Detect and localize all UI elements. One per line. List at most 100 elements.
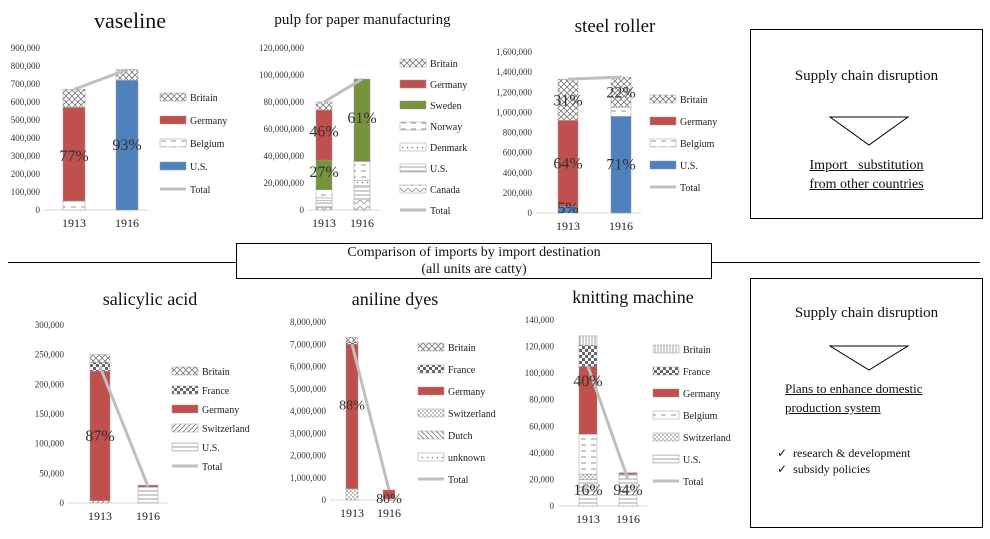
y-tick-label: 1,400,000: [496, 67, 533, 77]
y-tick-label: 3,000,000: [290, 428, 327, 438]
y-tick-label: 60,000,000: [264, 124, 305, 134]
percent-label: 22%: [606, 84, 635, 101]
legend-swatch-germany: [399, 79, 427, 89]
bar-segment-norway: [353, 161, 371, 181]
percent-label: 71%: [606, 157, 635, 174]
box-top-result-line2: from other countries: [809, 177, 924, 192]
chart-title-aniline-dyes: aniline dyes: [351, 289, 439, 309]
total-line: [350, 343, 391, 491]
y-tick-label: 1,600,000: [496, 47, 533, 57]
percent-label: 5%: [557, 200, 578, 217]
legend-label: Germany: [680, 117, 717, 128]
y-tick-label: 150,000: [35, 409, 65, 419]
legend-label: Britain: [680, 95, 708, 106]
total-line: [73, 68, 128, 91]
legend-label: Germany: [190, 116, 227, 127]
legend-label: France: [202, 386, 230, 397]
legend-swatch-belgium: [159, 138, 187, 148]
legend-label: Germany: [202, 405, 239, 416]
y-tick-label: 900,000: [11, 43, 41, 53]
y-tick-label: 1,200,000: [496, 87, 533, 97]
y-tick-label: 120,000: [525, 342, 555, 352]
legend-swatch-france: [652, 366, 680, 376]
percent-label: 64%: [553, 156, 582, 173]
bar-segment-belgium: [62, 200, 86, 211]
percent-label: 80%: [376, 492, 402, 507]
bar-segment-us: [353, 185, 371, 200]
bar-segment-belgium: [578, 434, 598, 475]
bar-segment-britain: [345, 337, 359, 343]
bar-segment-switzerland: [89, 500, 111, 504]
chart-pulp: 0 20,000,000 40,000,000 60,000,000 80,000,00…: [259, 43, 467, 230]
legend-label: Britain: [448, 343, 476, 354]
legend-swatch-britain: [652, 344, 680, 354]
percent-label: 31%: [553, 92, 582, 109]
box-top-heading: Supply chain disruption: [794, 68, 939, 84]
bar-segment-germany: [618, 472, 638, 475]
bar-segment-us: [137, 486, 159, 504]
legend-label: Total: [448, 475, 469, 486]
legend-swatch-canada: [399, 184, 427, 194]
box-top-result: Import substitution from other countries: [751, 156, 982, 194]
bar-segment-norway: [315, 189, 333, 199]
legend-swatch-switzerland: [652, 432, 680, 442]
legend-label: Total: [430, 206, 451, 217]
section-label: Comparison of imports by import destinat…: [236, 243, 712, 279]
y-tick-label: 40,000: [529, 448, 554, 458]
y-tick-label: 50,000: [39, 468, 64, 478]
y-tick-label: 1,000,000: [496, 107, 533, 117]
y-tick-label: 8,000,000: [290, 317, 327, 327]
x-tick-label: 1916: [609, 219, 633, 233]
x-tick-label: 1913: [312, 216, 336, 230]
bar-segment-britain: [578, 335, 598, 346]
legend-swatch-germany: [159, 115, 187, 125]
y-tick-label: 7,000,000: [290, 339, 327, 349]
chart-title-steel-roller: steel roller: [574, 16, 656, 37]
y-tick-label: 0: [550, 501, 555, 511]
x-tick-label: 1916: [136, 509, 160, 523]
legend-label: Denmark: [430, 143, 467, 154]
legend-label: Germany: [683, 389, 720, 400]
box-bottom-heading: Supply chain disruption: [794, 305, 939, 321]
y-tick-label: 60,000: [529, 421, 554, 431]
bar-segment-denmark: [353, 180, 371, 186]
legend-label: Belgium: [190, 139, 225, 150]
y-tick-label: 600,000: [11, 97, 41, 107]
chart-title-salicylic-acid: salicylic acid: [102, 289, 198, 309]
legend-swatch-us: [649, 160, 677, 170]
x-tick-label: 1913: [556, 219, 580, 233]
box-bottom-result-line1: Plans to enhance domestic: [785, 381, 923, 396]
legend-swatch-britain: [417, 342, 445, 352]
legend-swatch-britain: [171, 366, 199, 376]
chart-steel-roller: 0 200,000 400,000 600,000 800,000 1,000,000 1,…: [496, 47, 717, 233]
y-tick-label: 600,000: [503, 148, 533, 158]
y-tick-label: 300,000: [11, 151, 41, 161]
legend-swatch-germany: [171, 404, 199, 414]
percent-label: 87%: [85, 428, 114, 445]
legend-label: Switzerland: [448, 409, 496, 420]
chart-vaseline: 0 100,000 200,000 300,000 400,000 500,000 600,…: [11, 43, 227, 230]
legend-swatch-dutch: [417, 430, 445, 440]
legend-swatch-norway: [399, 121, 427, 131]
percent-label: 77%: [59, 148, 88, 165]
legend-swatch-us: [159, 161, 187, 171]
legend-label: Germany: [430, 80, 467, 91]
total-line: [98, 365, 150, 487]
percent-label: 88%: [339, 398, 365, 413]
legend-label: U.S.: [430, 164, 448, 175]
legend-label: Sweden: [430, 101, 462, 112]
section-label-line2: (all units are catty): [421, 262, 527, 277]
y-tick-label: 20,000: [529, 474, 554, 484]
y-tick-label: 0: [322, 495, 327, 505]
y-tick-label: 250,000: [35, 350, 65, 360]
legend-label: Total: [683, 477, 704, 488]
legend-label: U.S.: [683, 455, 701, 466]
legend-label: Canada: [430, 185, 461, 196]
legend-swatch-switzerland: [417, 408, 445, 418]
x-tick-label: 1913: [62, 216, 86, 230]
legend-label: Switzerland: [202, 424, 250, 435]
legend-label: Dutch: [448, 431, 472, 442]
percent-label: 61%: [347, 110, 376, 127]
y-tick-label: 0: [528, 208, 533, 218]
legend-swatch-france: [171, 385, 199, 395]
